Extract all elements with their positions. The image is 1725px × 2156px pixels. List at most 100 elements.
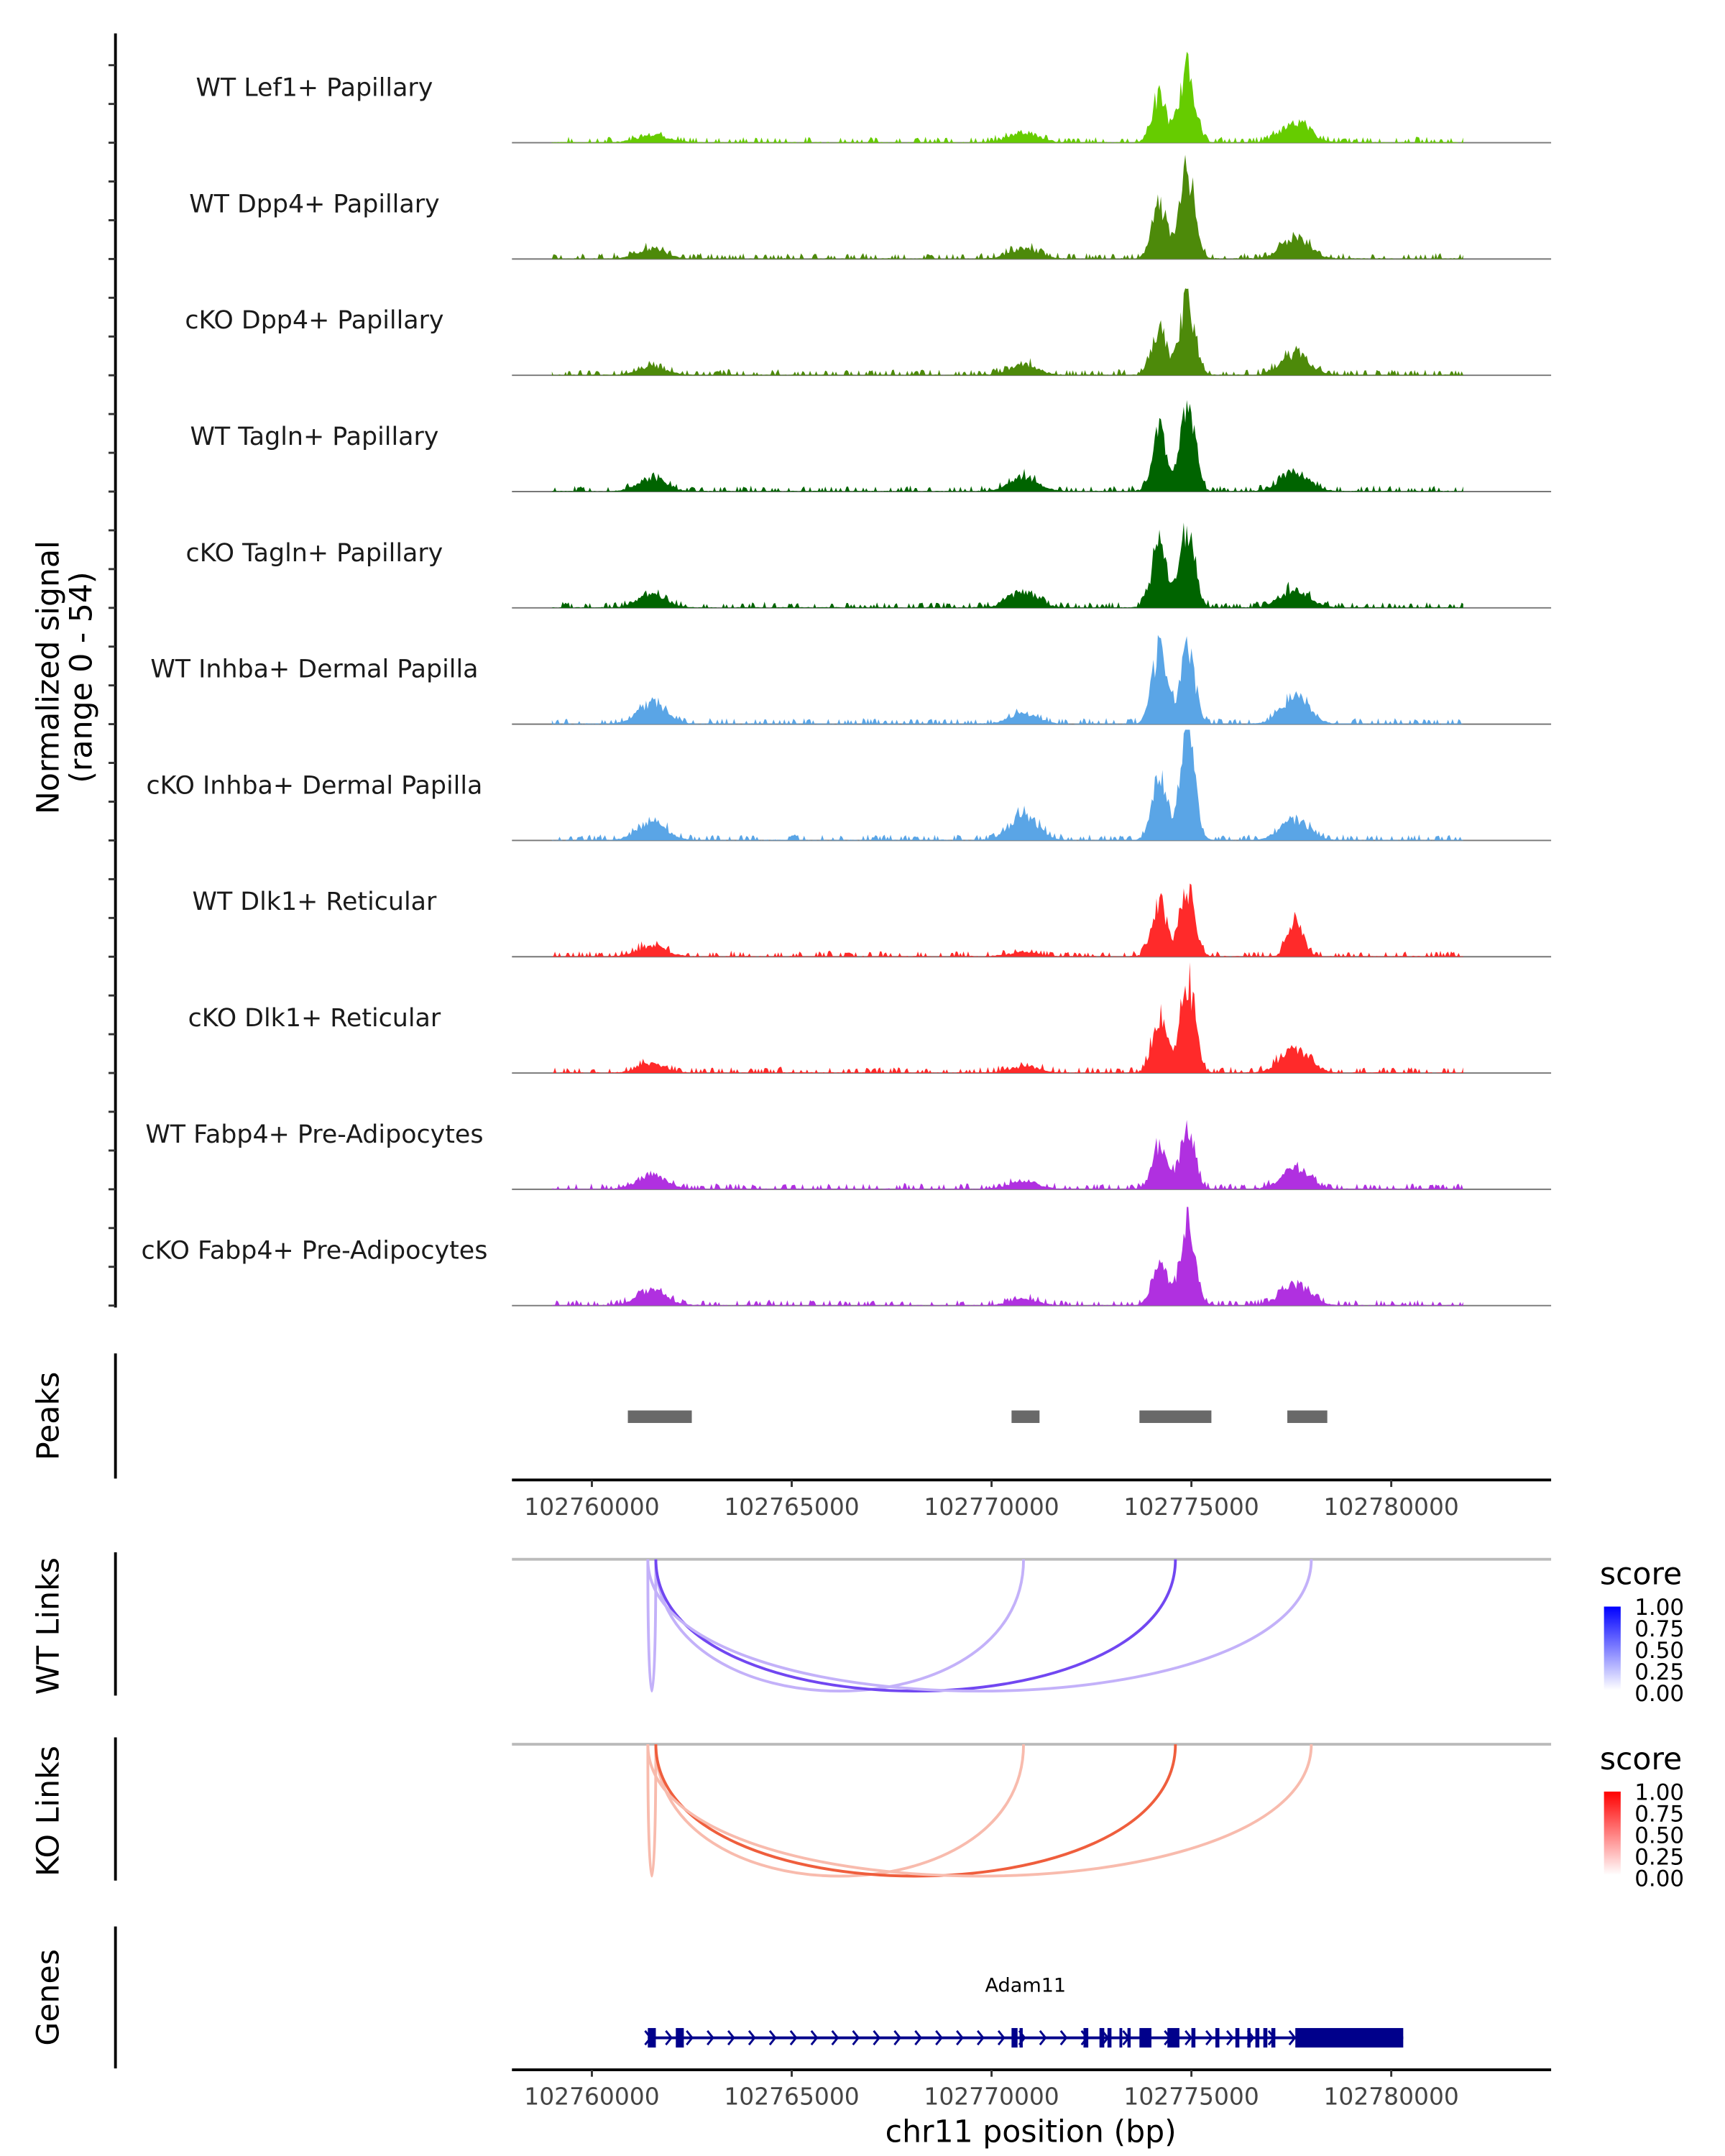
legend-title: score [1600, 1741, 1682, 1777]
strand-arrow-icon [1059, 2030, 1068, 2046]
link-arc [654, 1744, 1177, 1878]
track-label: cKO Fabp4+ Pre-Adipocytes [141, 1237, 487, 1266]
coverage-track: cKO Dpp4+ Papillary [108, 288, 1552, 377]
peak-region [1287, 1410, 1328, 1424]
strand-arrow-icon [768, 2030, 777, 2046]
coverage-area [551, 155, 1463, 259]
strand-arrow-icon [831, 2030, 840, 2046]
x-axis-title: chr11 position (bp) [886, 2114, 1177, 2150]
x-tick-label: 102770000 [924, 2082, 1059, 2110]
strand-arrow-icon [1205, 2030, 1213, 2046]
coverage-area [551, 400, 1463, 492]
legend-tick-label: 0.50 [1634, 1638, 1684, 1664]
gene-exon [1127, 2027, 1131, 2048]
strand-arrow-icon [1225, 2030, 1234, 2046]
track-label: WT Lef1+ Papillary [196, 74, 433, 103]
coverage-track: WT Inhba+ Dermal Papilla [108, 635, 1552, 726]
strand-arrow-icon [914, 2030, 922, 2046]
x-tick-label: 102780000 [1323, 1493, 1458, 1521]
link-arc [654, 1559, 1025, 1693]
legend-tick-label: 0.00 [1634, 1866, 1684, 1892]
coverage-track: WT Dlk1+ Reticular [108, 877, 1552, 958]
strand-arrow-icon [976, 2030, 985, 2046]
coverage-area [551, 729, 1463, 841]
x-tick-label: 102760000 [524, 1493, 659, 1521]
gene-exon [1107, 2027, 1112, 2048]
y-axis-title: Normalized signal (range 0 - 54) [30, 540, 99, 814]
legend-title: score [1600, 1557, 1682, 1593]
strand-arrow-icon [997, 2030, 1006, 2046]
track-label: cKO Dpp4+ Papillary [185, 306, 443, 335]
track-label: WT Dpp4+ Papillary [189, 190, 439, 218]
coverage-track: WT Fabp4+ Pre-Adipocytes [108, 1110, 1552, 1191]
coverage-tracks: WT Lef1+ Papillary WT Dpp4+ Papillary cKO … [108, 33, 1552, 1308]
coverage-track: WT Dpp4+ Papillary [108, 155, 1552, 260]
coverage-track: cKO Inhba+ Dermal Papilla [108, 729, 1552, 842]
x-tick-label: 102760000 [524, 2082, 659, 2110]
coverage-area [551, 522, 1463, 608]
coverage-track: cKO Dlk1+ Reticular [108, 962, 1552, 1074]
coverage-track: cKO Tagln+ Papillary [108, 522, 1552, 609]
legend-tick-label: 0.25 [1634, 1845, 1684, 1871]
peaks-track: Peaks 102760000 102765000 102770000 10277500… [30, 1353, 1552, 1521]
legend-tick-label: 0.75 [1634, 1616, 1684, 1642]
x-tick-label: 102765000 [724, 2082, 859, 2110]
track-label: cKO Dlk1+ Reticular [188, 1004, 441, 1033]
coverage-track: WT Lef1+ Papillary [108, 52, 1552, 144]
legend-tick-label: 0.50 [1634, 1823, 1684, 1849]
coverage-area [551, 883, 1463, 957]
peak-region [1011, 1410, 1040, 1424]
strand-arrow-icon [935, 2030, 943, 2046]
strand-arrow-icon [893, 2030, 902, 2046]
genes-track-label: Genes [30, 1949, 66, 2046]
coverage-track: WT Tagln+ Papillary [108, 400, 1552, 493]
coverage-area [551, 288, 1463, 376]
gene-exon [1235, 2027, 1240, 2048]
coverage-track: cKO Fabp4+ Pre-Adipocytes [108, 1207, 1552, 1307]
link-arc [654, 1744, 1025, 1878]
strand-arrow-icon [727, 2030, 735, 2046]
legend-colorbar [1604, 1791, 1621, 1876]
track-label: cKO Tagln+ Papillary [186, 539, 443, 568]
strand-arrow-icon [1039, 2030, 1047, 2046]
coverage-area [551, 635, 1463, 724]
link-arc [646, 1744, 658, 1878]
peaks-track-label: Peaks [30, 1372, 66, 1460]
x-tick-label: 102780000 [1323, 2082, 1458, 2110]
legend-tick-label: 0.75 [1634, 1802, 1684, 1828]
legend-colorbar [1604, 1606, 1621, 1690]
gene-exon [648, 2027, 656, 2048]
strand-arrow-icon [1184, 2030, 1192, 2046]
link-arc [646, 1559, 658, 1692]
gene-exon [1271, 2027, 1276, 2048]
legend-tick-label: 1.00 [1634, 1780, 1684, 1806]
strand-arrow-icon [707, 2030, 714, 2046]
strand-arrow-icon [956, 2030, 964, 2046]
strand-arrow-icon [789, 2030, 798, 2046]
strand-arrow-icon [1288, 2030, 1297, 2046]
track-label: WT Inhba+ Dermal Papilla [150, 655, 478, 684]
coverage-area [551, 52, 1463, 143]
legend-tick-label: 1.00 [1634, 1595, 1684, 1621]
links-track-label: WT Links [30, 1557, 66, 1695]
gene-exon [1247, 2027, 1251, 2048]
links-track: KO Links score 1.000.750.500.250.00 [30, 1737, 1684, 1892]
strand-arrow-icon [665, 2030, 673, 2046]
peak-region [627, 1410, 692, 1424]
track-label: cKO Inhba+ Dermal Papilla [146, 771, 482, 800]
genes-track: Genes Adam11 102760000 102765000 102770000 10… [30, 1926, 1552, 2110]
track-label: WT Fabp4+ Pre-Adipocytes [145, 1120, 483, 1149]
gene-exon [676, 2027, 684, 2048]
strand-arrow-icon [873, 2030, 881, 2046]
gene-exon [1083, 2027, 1089, 2048]
gene-exon [1263, 2027, 1268, 2048]
coverage-area [551, 1120, 1463, 1189]
gene-exon [1139, 2027, 1151, 2048]
strand-arrow-icon [810, 2030, 819, 2046]
strand-arrow-icon [686, 2030, 694, 2046]
link-arc [654, 1559, 1177, 1692]
